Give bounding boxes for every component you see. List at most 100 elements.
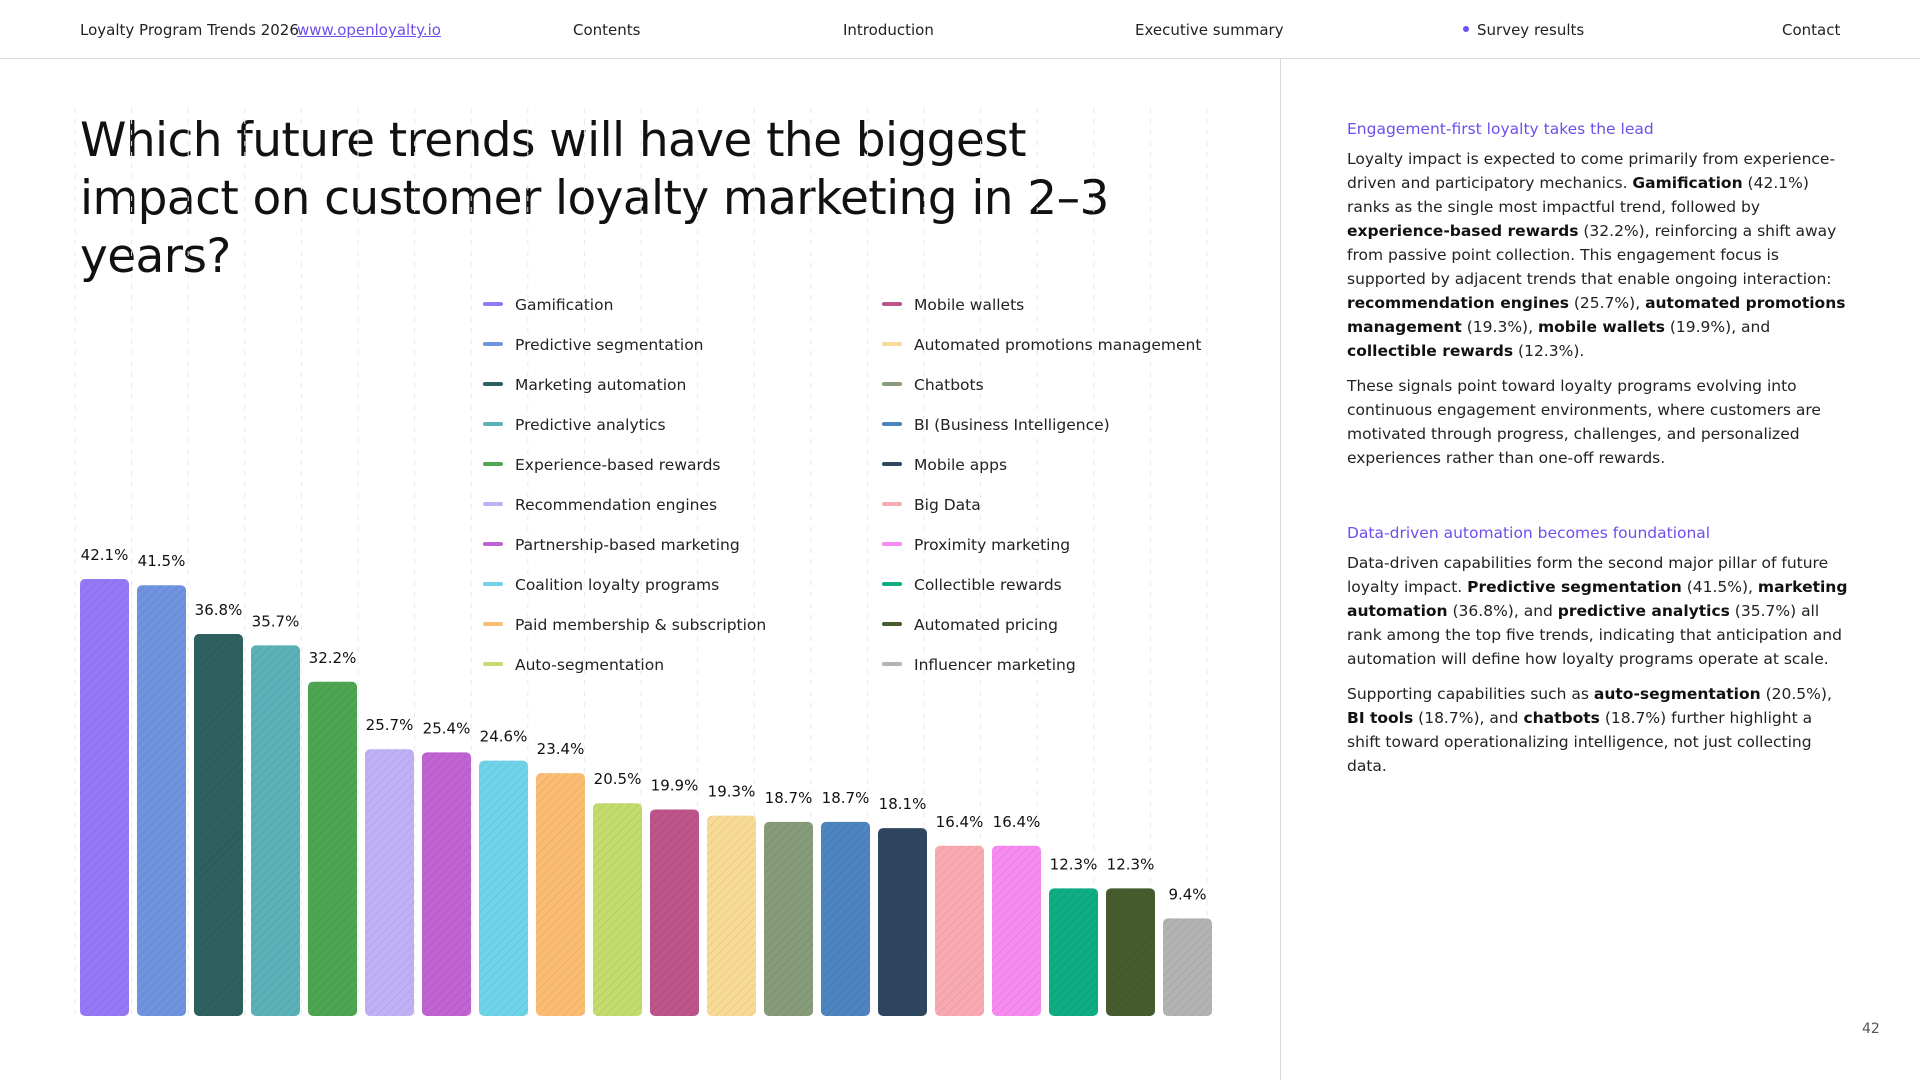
text-run: (20.5%), (1760, 685, 1832, 703)
bar-hatch (251, 645, 300, 1016)
bar-group: 12.3% (1049, 855, 1098, 1016)
text-run: (35.7%) all rank among the top five tren… (1347, 602, 1842, 668)
legend-label: Experience-based rewards (515, 456, 721, 474)
bar-hatch (764, 821, 813, 1016)
data-label: 18.7% (765, 789, 813, 807)
bar-hatch (707, 815, 756, 1016)
legend-swatch (882, 341, 902, 346)
text-run: Loyalty impact is expected to come prima… (1347, 150, 1836, 192)
legend-label: Predictive segmentation (515, 336, 704, 354)
legend-item: Predictive segmentation (483, 335, 704, 355)
text-run: (18.7%) further highlight a shift toward… (1347, 709, 1813, 775)
legend-item: Gamification (483, 295, 613, 315)
bar-group: 19.3% (707, 783, 756, 1016)
legend-label: Coalition loyalty programs (515, 576, 720, 594)
data-label: 12.3% (1050, 855, 1098, 873)
legend-item: Recommendation engines (483, 495, 717, 515)
bar-group: 24.6% (479, 728, 528, 1016)
bar-hatch (422, 752, 471, 1016)
legend-swatch (882, 621, 902, 626)
bar-group: 23.4% (536, 740, 585, 1016)
legend-label: Predictive analytics (515, 416, 666, 434)
bar-hatch (1106, 888, 1155, 1016)
legend-item: Coalition loyalty programs (483, 575, 719, 595)
legend-label: Auto-segmentation (515, 656, 665, 674)
bold-term: predictive analytics (1557, 602, 1730, 620)
legend-item: Influencer marketing (882, 655, 1076, 675)
nav-survey-results[interactable]: Survey results (1463, 21, 1584, 39)
legend-swatch (882, 501, 902, 506)
legend-swatch (483, 301, 503, 306)
bold-term: recommendation engines (1347, 294, 1569, 312)
nav-contact[interactable]: Contact (1782, 21, 1841, 39)
legend-label: Chatbots (914, 376, 984, 394)
data-label: 19.9% (651, 776, 699, 794)
text-run: (42.1%) ranks as the single most impactf… (1347, 174, 1809, 216)
data-label: 18.7% (822, 789, 870, 807)
bold-term: collectible rewards (1347, 342, 1514, 360)
top-navigation: Loyalty Program Trends 2026 www.openloya… (0, 0, 1920, 59)
legend-item: Mobile apps (882, 455, 1007, 475)
legend-item: Marketing automation (483, 375, 686, 395)
bold-term: Gamification (1632, 174, 1743, 192)
bar-group: 18.7% (821, 789, 870, 1016)
legend-item: Mobile wallets (882, 295, 1024, 315)
nav-introduction[interactable]: Introduction (843, 21, 934, 39)
text-run: (18.7%), and (1413, 709, 1524, 727)
legend-label: Gamification (515, 296, 614, 314)
legend-item: Big Data (882, 495, 981, 515)
data-driven-paragraph-2: Supporting capabilities such as auto-seg… (1347, 682, 1849, 778)
section-data-driven: Data-driven automation becomes foundatio… (1347, 521, 1849, 789)
bar-hatch (536, 773, 585, 1016)
nav-executive-summary[interactable]: Executive summary (1135, 21, 1284, 39)
nav-contents[interactable]: Contents (573, 21, 641, 39)
page-title: Which future trends will have the bigges… (80, 113, 1109, 284)
data-label: 36.8% (195, 601, 243, 619)
legend-swatch (882, 541, 902, 546)
data-label: 16.4% (993, 813, 1041, 831)
legend-label: Marketing automation (515, 376, 687, 394)
legend-swatch (483, 461, 503, 466)
data-label: 35.7% (252, 612, 300, 630)
legend-label: Automated pricing (914, 616, 1058, 634)
bar-group: 25.7% (365, 716, 414, 1016)
nav-survey-results-label: Survey results (1477, 21, 1585, 39)
legend-label: Automated promotions management (914, 336, 1202, 354)
legend-label: Influencer marketing (914, 656, 1076, 674)
legend-swatch (483, 581, 503, 586)
bar-group: 41.5% (137, 552, 186, 1016)
bar-group: 35.7% (251, 612, 300, 1016)
legend-label: Proximity marketing (914, 536, 1071, 554)
bold-term: experience-based rewards (1347, 222, 1579, 240)
data-label: 19.3% (708, 783, 756, 801)
legend-swatch (483, 381, 503, 386)
engagement-paragraph-1: Loyalty impact is expected to come prima… (1347, 147, 1849, 363)
bar-hatch (650, 809, 699, 1016)
legend-swatch (483, 661, 503, 666)
legend-label: Big Data (914, 496, 981, 514)
active-dot-icon (1463, 25, 1469, 32)
text-run: (12.3%). (1513, 342, 1585, 360)
column-divider (1280, 59, 1281, 1080)
bar-hatch (308, 681, 357, 1016)
bar-hatch (194, 634, 243, 1016)
section-heading-engagement: Engagement-first loyalty takes the lead (1347, 120, 1654, 138)
bar-hatch (992, 845, 1041, 1016)
bar-group: 12.3% (1106, 855, 1155, 1016)
bold-term: auto-segmentation (1593, 685, 1761, 703)
website-link[interactable]: www.openloyalty.io (297, 21, 441, 39)
bar-group: 18.1% (878, 795, 927, 1016)
bar-hatch (80, 579, 129, 1016)
text-run: (19.9%), and (1664, 318, 1771, 336)
legend-swatch (882, 661, 902, 666)
legend-label: Collectible rewards (914, 576, 1062, 594)
legend-label: Paid membership & subscription (515, 616, 767, 634)
data-label: 16.4% (936, 813, 984, 831)
bar-hatch (878, 828, 927, 1016)
engagement-paragraph-2: These signals point toward loyalty progr… (1347, 377, 1821, 467)
bar-group: 16.4% (992, 813, 1041, 1016)
data-label: 9.4% (1168, 885, 1206, 903)
bold-term: BI tools (1347, 709, 1414, 727)
bar-group: 42.1% (80, 546, 129, 1016)
bar-group: 18.7% (764, 789, 813, 1016)
